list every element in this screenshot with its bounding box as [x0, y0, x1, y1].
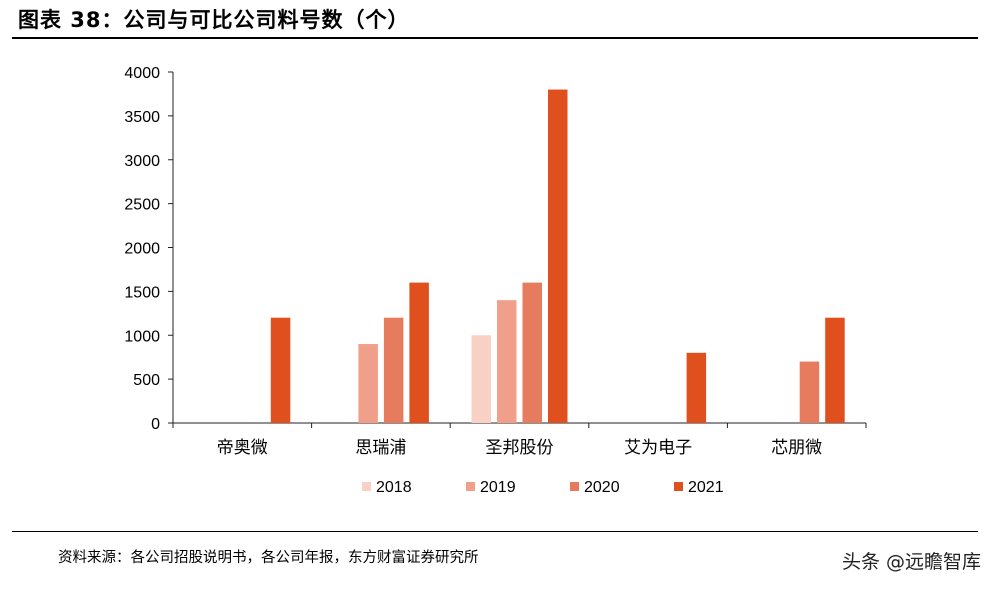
bar-2021	[825, 317, 845, 423]
y-tick-label: 1500	[124, 284, 160, 301]
y-tick-label: 0	[151, 416, 160, 433]
y-tick-label: 4000	[124, 65, 160, 82]
bar-2020	[383, 317, 404, 423]
top-rule	[12, 37, 978, 39]
bar-2021	[270, 317, 291, 423]
bars	[270, 89, 845, 424]
y-axis: 0 500 1000 1500 2000 2500 3000 3500 4000	[124, 65, 174, 433]
figure-title: 图表 38：公司与可比公司料号数（个）	[18, 8, 410, 32]
bar-chart: 0 500 1000 1500 2000 2500 3000 3500 4000 帝奥微 思瑞浦 圣…	[124, 65, 867, 496]
y-tick-label: 2500	[124, 197, 160, 214]
y-tick-label: 1000	[124, 328, 160, 345]
x-category-label: 思瑞浦	[355, 438, 406, 458]
x-category-label: 圣邦股份	[486, 438, 554, 458]
bar-2020	[522, 282, 542, 423]
y-tick-label: 3000	[124, 153, 160, 170]
bar-2019	[358, 344, 378, 423]
legend-label: 2018	[376, 479, 412, 496]
legend-swatch	[466, 482, 475, 491]
legend-swatch	[362, 482, 371, 491]
legend-label: 2021	[688, 479, 724, 496]
y-tick-label: 2000	[124, 241, 160, 258]
bar-2018	[471, 335, 491, 423]
legend-swatch	[674, 482, 683, 491]
bar-2021	[548, 89, 568, 424]
y-tick-label: 500	[133, 372, 160, 389]
legend: 2018 2019 2020 2021	[362, 479, 724, 496]
x-category-label: 帝奥微	[217, 438, 268, 458]
legend-swatch	[570, 482, 579, 491]
bar-2021	[409, 282, 429, 423]
legend-label: 2020	[584, 479, 620, 496]
bar-2019	[497, 300, 517, 423]
bar-2020	[799, 361, 820, 423]
x-category-label: 艾为电子	[624, 438, 692, 458]
x-category-label: 芯朋微	[771, 438, 822, 458]
y-tick-label: 3500	[124, 109, 160, 126]
bottom-rule	[12, 531, 978, 532]
x-axis: 帝奥微 思瑞浦 圣邦股份 艾为电子 芯朋微	[172, 422, 867, 458]
watermark: 头条 @远瞻智库	[841, 551, 981, 573]
source-note: 资料来源：各公司招股说明书，各公司年报，东方财富证券研究所	[58, 550, 479, 566]
legend-label: 2019	[480, 479, 516, 496]
bar-2021	[686, 352, 707, 423]
